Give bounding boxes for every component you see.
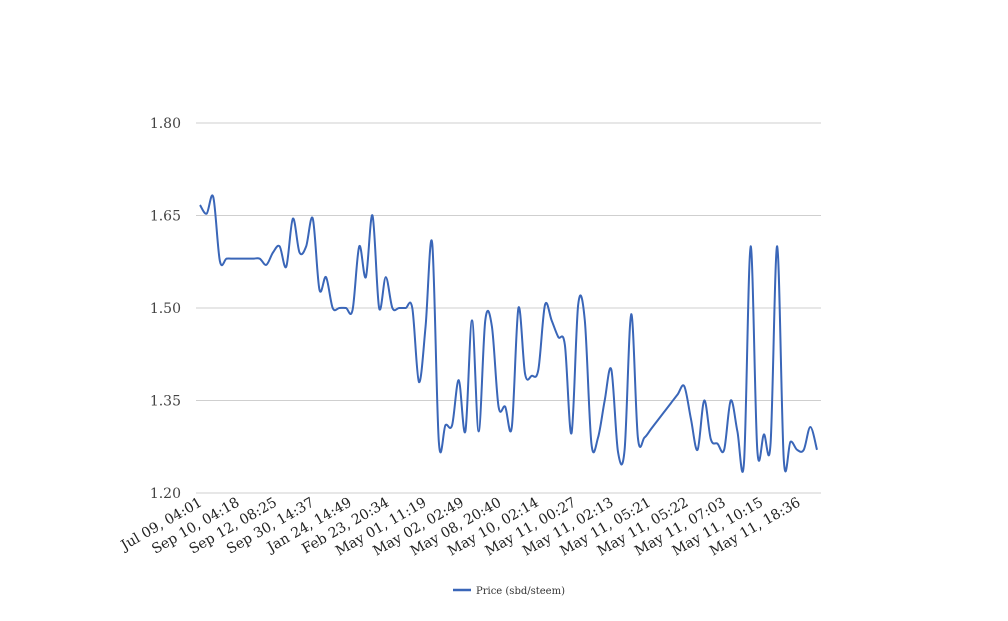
y-axis-ticks: 1.20 1.35 1.50 1.65 1.80 bbox=[150, 116, 181, 502]
legend: Price (sbd/steem) bbox=[453, 586, 565, 597]
series-line-price bbox=[199, 194, 818, 473]
gridlines bbox=[196, 122, 821, 494]
y-tick-label: 1.35 bbox=[150, 394, 181, 410]
y-tick-label: 1.80 bbox=[150, 116, 181, 132]
series-lines bbox=[199, 194, 818, 473]
legend-label: Price (sbd/steem) bbox=[476, 586, 565, 597]
y-tick-label: 1.20 bbox=[150, 486, 181, 502]
y-tick-label: 1.50 bbox=[150, 301, 181, 317]
y-tick-label: 1.65 bbox=[150, 209, 181, 225]
